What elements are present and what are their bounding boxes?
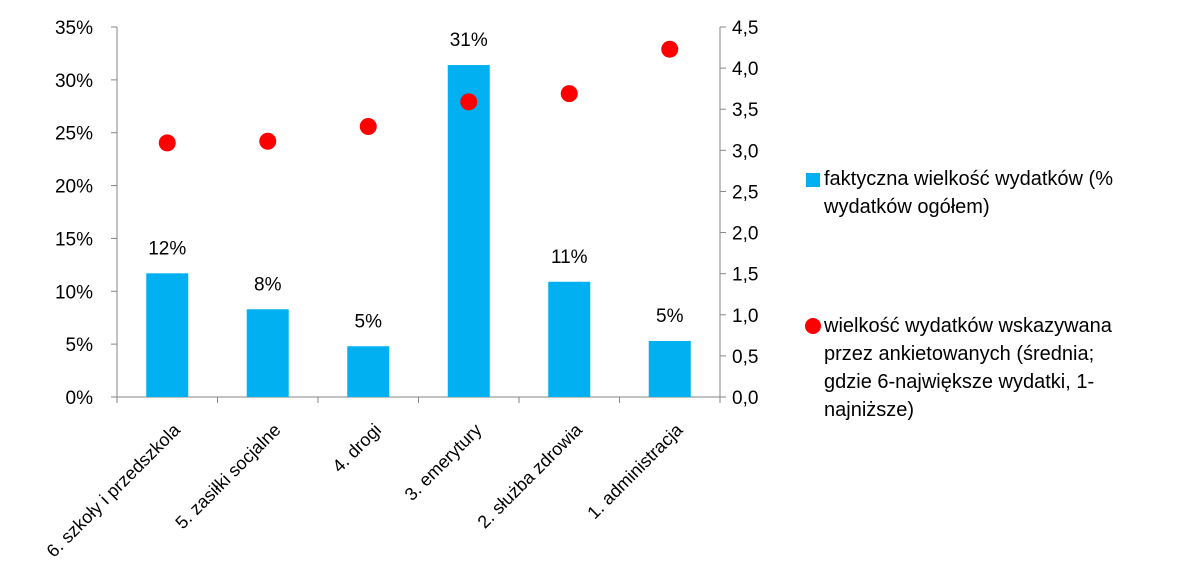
left-axis-tick-label: 15%	[55, 229, 93, 250]
right-axis-tick-label: 0,0	[732, 388, 758, 409]
category-label: 3. emerytury	[401, 420, 486, 505]
bar	[447, 65, 490, 398]
scatter-point	[158, 134, 176, 152]
legend-line: wielkość wydatków wskazywana	[824, 315, 1112, 337]
category-label: 4. drogi	[328, 420, 385, 477]
scatter-point	[359, 117, 377, 135]
left-axis-tick-label: 35%	[55, 18, 93, 39]
bar-data-label: 11%	[551, 247, 588, 268]
right-axis-tick-label: 0,5	[732, 347, 758, 368]
left-axis-tick-label: 5%	[66, 335, 94, 356]
bar	[246, 309, 289, 397]
bar-data-label: 8%	[254, 274, 282, 295]
bar-data-label: 5%	[656, 306, 684, 327]
right-axis-tick-label: 1,0	[732, 306, 758, 327]
axes-group	[111, 26, 726, 403]
category-label: 1. administracja	[583, 419, 687, 523]
bar	[548, 281, 591, 397]
scatter-point	[560, 85, 578, 103]
right-axis-tick-label: 1,5	[732, 265, 758, 286]
dots-group	[158, 40, 679, 152]
right-axis-tick-label: 3,5	[732, 100, 758, 121]
category-label: 5. zasiłki socjalne	[171, 420, 284, 533]
scatter-point	[259, 132, 277, 150]
right-axis-tick-label: 2,5	[732, 182, 758, 203]
bar	[347, 346, 390, 397]
bar	[648, 340, 691, 397]
bars-group	[146, 65, 691, 398]
left-axis-tick-label: 30%	[55, 71, 93, 92]
left-axis-tick-label: 0%	[66, 388, 94, 409]
right-axis-tick-label: 4,0	[732, 59, 758, 80]
category-label: 2. służba zdrowia	[474, 419, 587, 532]
legend-text-bars: faktyczna wielkość wydatków (% wydatków …	[824, 165, 1184, 221]
bar-data-label: 12%	[148, 238, 186, 259]
right-axis-tick-label: 4,5	[732, 18, 758, 39]
legend-line: najniższe)	[824, 399, 915, 421]
legend-line: faktyczna wielkość wydatków (%	[824, 168, 1113, 190]
legend-swatch-dot	[805, 318, 821, 334]
left-axis-tick-label: 10%	[55, 282, 93, 303]
right-axis-tick-label: 3,0	[732, 141, 758, 162]
right-axis-tick-label: 2,0	[732, 224, 758, 245]
legend-swatch-bar	[806, 173, 820, 187]
legend-line: wydatków ogółem)	[824, 196, 990, 218]
legend-line: przez ankietowanych (średnia;	[824, 343, 1095, 365]
scatter-point	[661, 40, 679, 58]
bar-data-label: 31%	[450, 30, 488, 51]
legend-line: gdzie 6-największe wydatki, 1-	[824, 371, 1095, 393]
bar-data-label: 5%	[355, 311, 383, 332]
bar	[146, 273, 189, 397]
scatter-point	[460, 93, 478, 111]
left-axis-tick-label: 20%	[55, 177, 93, 198]
legend-text-dots: wielkość wydatków wskazywana przez ankie…	[824, 312, 1184, 424]
left-axis-tick-label: 25%	[55, 124, 93, 145]
category-label: 6. szkoły i przedszkola	[43, 419, 185, 561]
